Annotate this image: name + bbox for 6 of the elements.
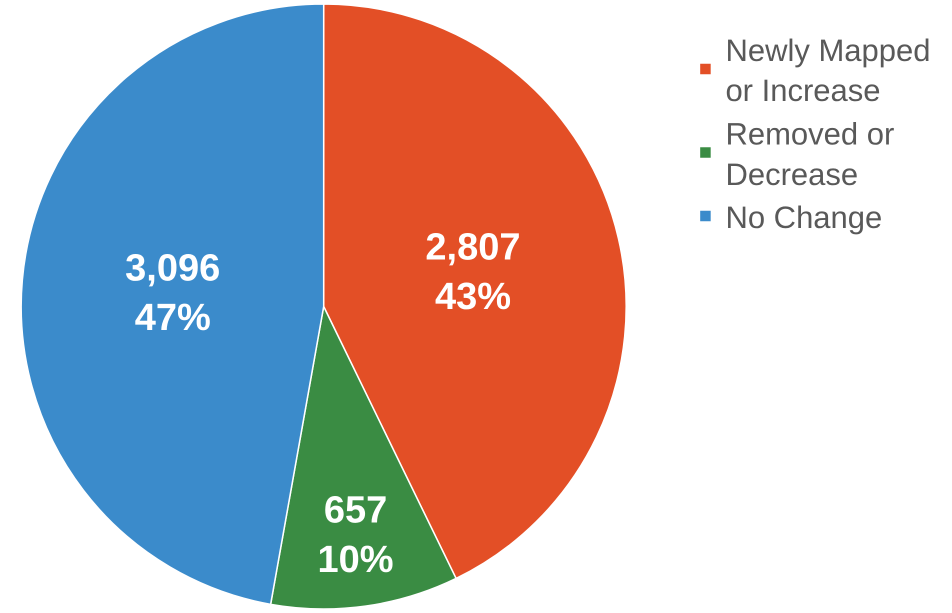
data-label: 657 10% xyxy=(318,490,394,581)
data-label: 2,807 43% xyxy=(425,226,521,318)
data-label: 3,096 47% xyxy=(125,247,220,339)
legend-label: Newly Mapped or Increase xyxy=(725,32,930,108)
legend-label: No Change xyxy=(725,200,882,236)
legend-label: Removed or Decrease xyxy=(725,116,894,192)
